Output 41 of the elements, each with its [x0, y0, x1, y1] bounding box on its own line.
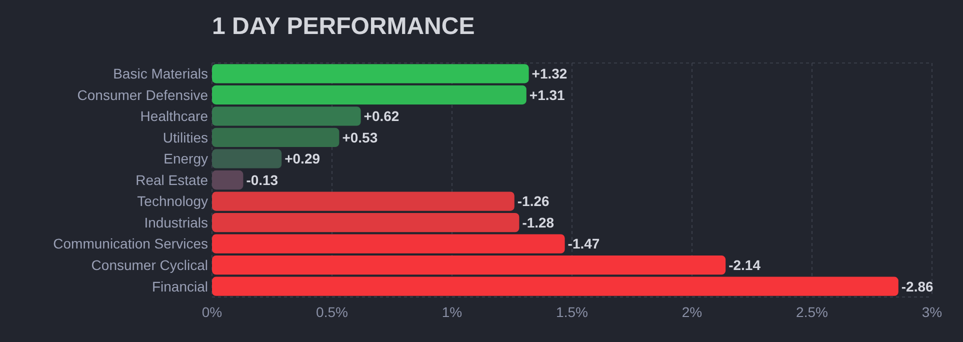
y-tick-label: Consumer Defensive	[77, 86, 208, 103]
bar	[212, 64, 529, 84]
x-tick-label: 3%	[922, 304, 942, 320]
annotation: +0.62	[364, 108, 400, 124]
x-tick-label: 0%	[202, 304, 222, 320]
bar	[212, 256, 726, 275]
bar	[212, 128, 340, 148]
y-tick-label: Energy	[164, 150, 208, 167]
bar	[212, 170, 244, 190]
bar	[212, 85, 526, 104]
bar	[212, 234, 565, 254]
y-tick-label: Basic Materials	[113, 66, 208, 82]
bar	[212, 212, 520, 232]
annotation: +1.31	[529, 86, 566, 103]
annotation: -2.14	[728, 256, 761, 273]
annotation: -1.47	[568, 236, 600, 252]
bar	[212, 192, 514, 211]
bar	[212, 276, 898, 296]
annotation: +1.32	[532, 66, 568, 82]
x-tick-label: 2%	[682, 304, 702, 320]
annotation: -1.26	[517, 193, 550, 210]
bar	[212, 149, 282, 168]
y-tick-label: Technology	[137, 193, 208, 210]
bar	[212, 106, 361, 126]
y-tick-label: Industrials	[144, 214, 208, 230]
annotation: -0.13	[246, 172, 278, 188]
y-tick-label: Utilities	[162, 129, 208, 146]
annotation: -2.86	[901, 278, 934, 294]
y-tick-label: Healthcare	[140, 108, 208, 124]
y-tick-label: Real Estate	[136, 172, 208, 188]
y-tick-label: Consumer Cyclical	[91, 256, 208, 273]
x-tick-label: 2.5%	[796, 304, 828, 320]
chart-title: 1 DAY PERFORMANCE	[212, 13, 475, 40]
annotation: +0.53	[342, 129, 378, 146]
y-tick-label: Communication Services	[53, 236, 208, 252]
annotation: +0.29	[284, 150, 320, 167]
x-tick-label: 1.5%	[556, 304, 588, 320]
x-tick-label: 0.5%	[316, 304, 348, 320]
x-tick-label: 1%	[442, 304, 462, 320]
annotation: -1.28	[522, 214, 554, 230]
y-tick-label: Financial	[152, 278, 208, 294]
